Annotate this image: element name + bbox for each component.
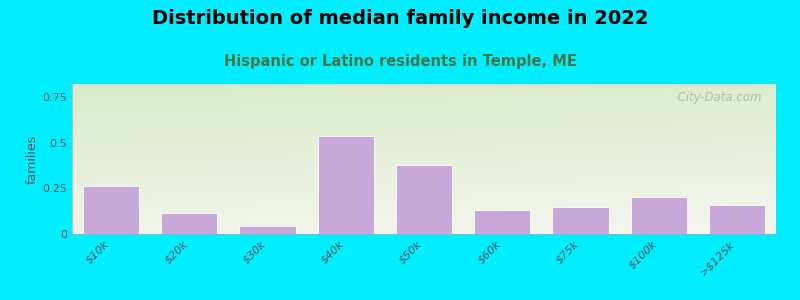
Bar: [709, 205, 765, 234]
Bar: [318, 136, 374, 234]
Y-axis label: families: families: [26, 134, 38, 184]
Bar: [83, 185, 139, 234]
Text: City-Data.com: City-Data.com: [670, 92, 762, 104]
Bar: [161, 213, 218, 234]
Text: Hispanic or Latino residents in Temple, ME: Hispanic or Latino residents in Temple, …: [223, 54, 577, 69]
Bar: [239, 226, 296, 234]
Bar: [552, 208, 609, 234]
Text: Distribution of median family income in 2022: Distribution of median family income in …: [152, 9, 648, 28]
Bar: [474, 210, 530, 234]
Bar: [396, 165, 452, 234]
Bar: [630, 196, 687, 234]
